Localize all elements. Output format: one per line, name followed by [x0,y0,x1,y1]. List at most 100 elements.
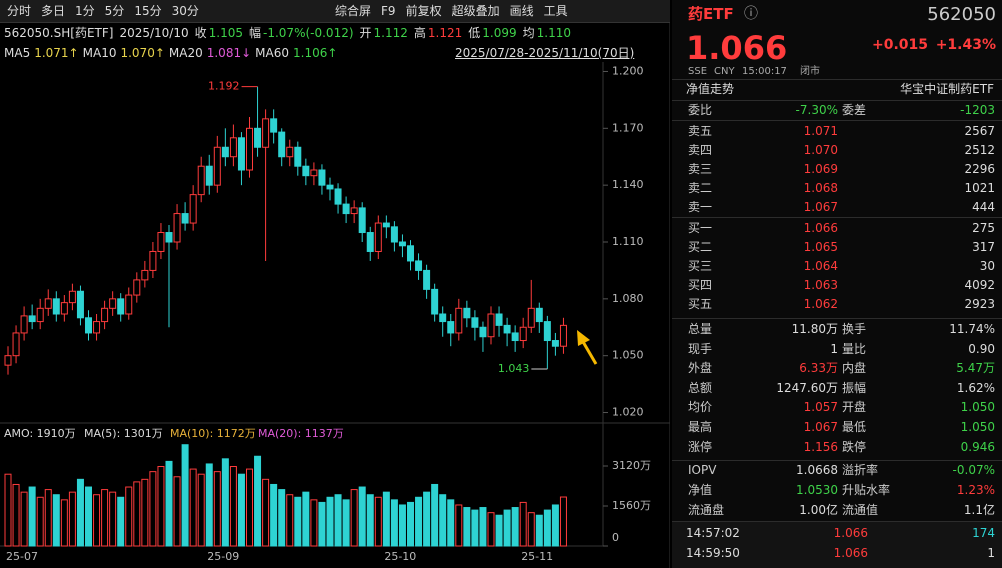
info-value: 1.105 [208,26,243,40]
volume-bar [165,460,173,547]
volume-bar [189,468,197,547]
value: 1 [830,341,838,356]
tool-button[interactable]: 超级叠加 [451,4,500,18]
candle-body [326,184,334,190]
book-price: 1.067 [803,200,838,214]
book-label: 买五 [688,297,713,311]
book-label: 买二 [688,240,713,254]
period-tab[interactable]: 1分 [75,4,95,18]
x-tick-label: 25-09 [207,550,239,563]
tool-button[interactable]: 综合屏 [335,4,372,18]
y-tick-label: 1.110 [612,235,644,248]
volume-bar [463,507,471,547]
book-volume: 1021 [964,181,995,195]
label: 净值 [688,483,713,497]
symbol: 562050.SH[药ETF] [4,26,114,40]
volume-bar [60,499,68,547]
value: 11.80万 [791,322,838,336]
candle-body [270,118,278,133]
candle-body [382,222,390,228]
volume-bar [503,509,511,547]
value: 0.90 [968,341,995,356]
candle-body [221,146,229,158]
meta: 闭市 [800,66,820,77]
volume-bar [334,494,342,547]
info-label: 收 [194,26,207,40]
separator [672,120,1002,121]
volume-bar [495,514,503,547]
candle-body [4,355,12,366]
volume-bar [181,444,189,547]
volume-bar [141,478,149,547]
candle-body [173,213,181,243]
date: 2025/10/10 [119,26,189,40]
candle-body [487,313,495,338]
period-tab[interactable]: 30分 [171,4,199,18]
book-volume: 444 [972,200,995,214]
info-value: -1.07%(-0.012) [263,26,354,40]
volume-bar [52,494,60,547]
value: 6.33万 [799,361,838,376]
candle-body [237,137,245,171]
volume-bar [173,476,181,547]
y-tick-label: 1.020 [612,406,644,419]
volume-bar [157,466,165,547]
volume-bar [374,496,382,547]
book-price: 1.066 [803,221,838,235]
tool-button[interactable]: 前复权 [405,4,442,18]
info-value: 1.121 [427,26,463,40]
volume-bar [28,486,36,547]
volume-bar [551,504,559,547]
volume-tick-label: 1560万 [612,499,651,512]
candle-body [254,127,262,148]
label: 溢折率 [842,463,879,477]
book-price: 1.063 [803,278,838,292]
book-label: 卖五 [688,124,713,138]
info-label: 开 [359,26,372,40]
x-tick-label: 25-07 [6,550,38,563]
volume-bar [20,491,28,547]
candle-body [302,165,310,177]
period-tab[interactable]: 15分 [134,4,162,18]
book-label: 卖二 [688,181,713,195]
y-tick-label: 1.200 [612,64,644,77]
candle-body [511,332,519,342]
candle-body [44,298,52,309]
candle-body [455,307,463,334]
label: 现手 [688,341,713,356]
y-tick-label: 1.170 [612,121,644,134]
candle-body [398,241,406,247]
volume-bar [76,478,84,547]
period-tab[interactable]: 多日 [41,4,66,18]
info-label: 幅 [249,26,262,40]
period-tab[interactable]: 分时 [7,4,32,18]
volume-bar [125,486,133,547]
candle-body [76,290,84,319]
tool-button[interactable]: 画线 [509,4,534,18]
value: 1.156 [803,439,838,454]
volume-bar [36,496,44,547]
tool-button[interactable]: F9 [381,4,396,18]
value: 1.067 [803,420,838,434]
value: 1.0668 [796,463,838,477]
value: 1.050 [960,400,995,415]
label: 跌停 [842,439,867,454]
ma-value: 1.070↑ [120,46,165,60]
date-range: 2025/07/28-2025/11/10(70日) [455,46,635,60]
book-volume: 317 [972,240,995,254]
candle-body [439,313,447,323]
candle-body [447,321,455,334]
quote-panel: 药ETF ⓘ 562050 1.066 +0.015 +1.43% SSE CNY 15:00:… [672,0,1002,568]
value: -0.07% [952,463,995,477]
code: 562050 [927,4,996,25]
value: -1203 [960,103,995,117]
trades-bg [672,522,1002,568]
volume-tick-label: 0 [612,531,619,544]
x-tick-label: 25-11 [521,550,553,563]
book-price: 1.064 [803,259,838,273]
candle-body [358,207,366,234]
period-tab[interactable]: 5分 [104,4,125,18]
volume-bar [382,491,390,547]
tool-button[interactable]: 工具 [543,4,568,18]
candle-body [278,131,286,158]
